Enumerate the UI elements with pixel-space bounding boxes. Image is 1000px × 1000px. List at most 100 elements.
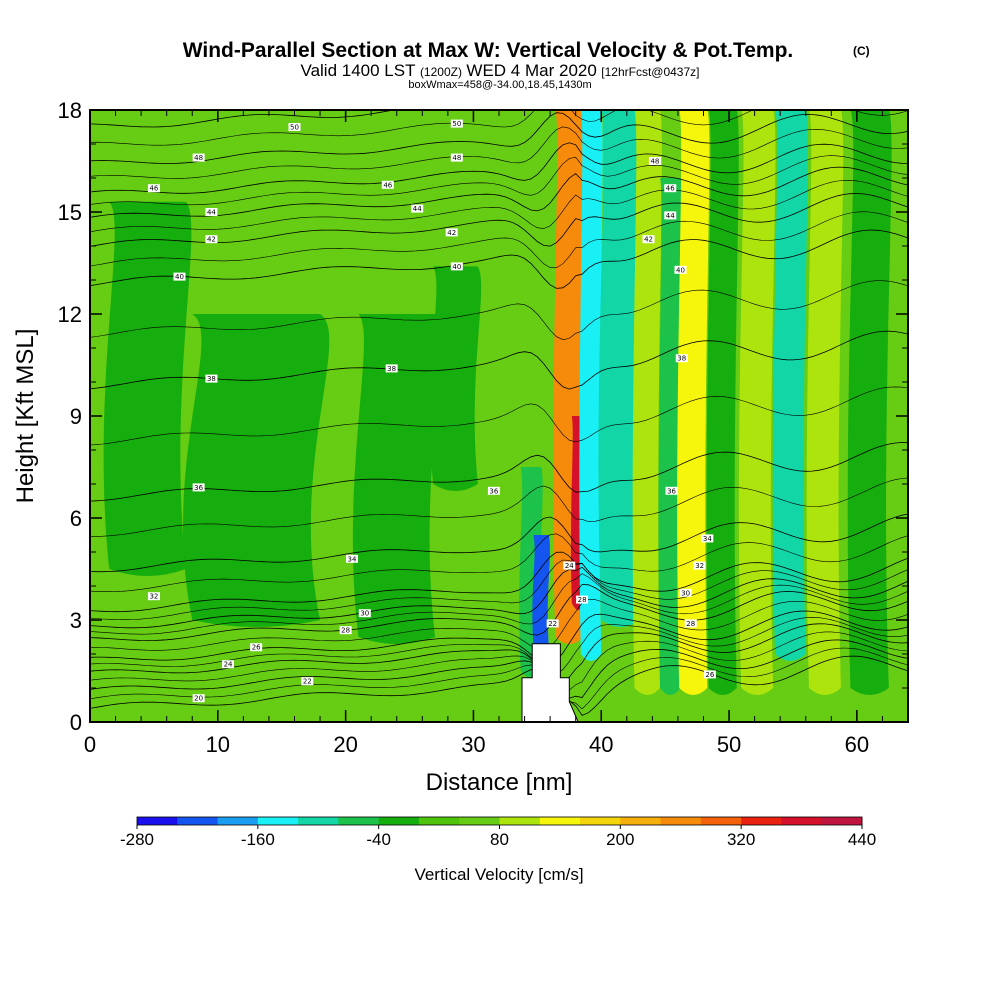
x-tick-label: 0 <box>84 732 96 757</box>
theta-label-extra-16-box <box>664 184 677 193</box>
theta-label-extra-19-box <box>693 561 706 570</box>
theta-label-extra-22: 26 <box>705 671 714 679</box>
theta-label-46: 46 <box>149 185 158 193</box>
theta-contour-minor-10 <box>90 211 908 269</box>
theta-label-extra-5-box <box>381 180 394 189</box>
theta-contour-28 <box>90 584 908 642</box>
x-tick-label: 50 <box>717 732 741 757</box>
theta-label-extra-10-box <box>546 619 559 628</box>
colorbar-segment--120 <box>298 817 339 825</box>
y-tick-label: 6 <box>70 506 82 531</box>
colorbar-segment--280 <box>137 817 178 825</box>
colorbar-segment-320 <box>741 817 782 825</box>
valid-date: WED 4 Mar 2020 <box>466 61 596 80</box>
colorbar-segment-360 <box>781 817 823 825</box>
theta-contour-minor-8 <box>90 386 908 446</box>
theta-label-extra-10: 22 <box>548 620 557 628</box>
theta-label-36-box <box>192 483 205 492</box>
theta-label-extra-14: 42 <box>644 236 653 244</box>
velocity-band-14 <box>738 110 776 695</box>
chart-title: Wind-Parallel Section at Max W: Vertical… <box>183 39 794 62</box>
theta-contour-36 <box>90 442 908 502</box>
theta-label-42: 42 <box>207 236 216 244</box>
theta-label-extra-18: 34 <box>703 535 712 543</box>
theta-label-extra-9-box <box>576 595 589 604</box>
colorbar-segment--200 <box>217 817 259 825</box>
theta-label-extra-15-box <box>664 211 677 220</box>
colorbar-tick-label: -40 <box>366 830 391 849</box>
x-tick-label: 40 <box>589 732 613 757</box>
theta-label-24-box <box>222 660 235 669</box>
theta-contour-22 <box>90 639 908 699</box>
theta-label-42-box <box>205 235 218 244</box>
theta-contour-minor-11 <box>90 179 908 233</box>
theta-label-extra-17-box <box>648 157 661 165</box>
colorbar-segment-200 <box>620 817 662 825</box>
theta-contour-26 <box>90 610 908 665</box>
y-tick-label: 12 <box>58 302 82 327</box>
colorbar-segment-400 <box>821 817 863 825</box>
theta-label-48-box <box>192 153 205 162</box>
theta-contour-50 <box>90 110 397 128</box>
theta-label-extra-3: 42 <box>447 229 456 237</box>
theta-contour-24 <box>90 623 908 684</box>
theta-label-extra-4-box <box>411 204 424 213</box>
theta-contour-minor-7 <box>90 477 908 537</box>
theta-contour-40 <box>90 229 908 289</box>
colorbar-tick-label: 200 <box>606 830 634 849</box>
theta-label-extra-21: 28 <box>686 620 695 628</box>
theta-label-40: 40 <box>175 273 184 281</box>
theta-contour-48 <box>90 112 908 164</box>
velocity-band-3 <box>429 266 482 491</box>
chart-title-units: (C) <box>853 44 870 58</box>
theta-label-50: 50 <box>290 124 299 132</box>
valid-utc: (1200Z) <box>420 65 462 79</box>
x-tick-label: 60 <box>845 732 869 757</box>
velocity-band-8 <box>579 110 603 661</box>
theta-label-20-box <box>192 694 205 703</box>
theta-label-26: 26 <box>252 644 261 652</box>
colorbar-label: Vertical Velocity [cm/s] <box>414 865 583 884</box>
theta-label-extra-8: 24 <box>565 562 574 570</box>
velocity-band-1 <box>183 314 330 627</box>
colorbar-tick-label: -280 <box>120 830 154 849</box>
theta-label-44: 44 <box>207 209 216 217</box>
theta-contour-minor-5 <box>90 559 908 620</box>
colorbar-segment-40 <box>459 817 500 825</box>
colorbar-segment-0 <box>418 817 460 825</box>
theta-contour-44 <box>90 166 908 218</box>
terrain <box>514 643 579 722</box>
velocity-band-12 <box>677 110 710 695</box>
y-tick-label: 15 <box>58 200 82 225</box>
theta-label-extra-7-box <box>450 119 463 128</box>
colorbar: -280 -160 -40 80 200 320 440 <box>120 816 876 849</box>
colorbar-segment--40 <box>378 817 420 825</box>
x-tick-label: 10 <box>206 732 230 757</box>
velocity-band-5 <box>532 535 550 655</box>
theta-label-extra-8-box <box>563 561 576 570</box>
velocity-band-17 <box>847 110 892 695</box>
velocity-bands <box>103 110 892 695</box>
theta-label-extra-0-box <box>487 486 500 495</box>
theta-contour-38 <box>90 330 908 390</box>
theta-label-extra-21-box <box>684 619 697 628</box>
theta-label-extra-9: 28 <box>578 596 587 604</box>
theta-label-extra-12-box <box>675 354 688 363</box>
y-axis-label: Height [Kft MSL] <box>12 329 39 504</box>
theta-contour-46 <box>90 142 908 194</box>
x-tick-label: 30 <box>461 732 485 757</box>
theta-contour-minor-9 <box>90 280 908 341</box>
theta-label-46-box <box>147 184 160 193</box>
theta-label-48: 48 <box>194 154 203 162</box>
theta-label-extra-11: 36 <box>667 487 676 495</box>
theta-label-extra-13: 40 <box>676 266 685 274</box>
colorbar-segment--80 <box>338 817 380 825</box>
theta-label-40-box <box>173 272 186 281</box>
theta-label-extra-11-box <box>665 486 678 495</box>
theta-label-22-box <box>301 677 314 686</box>
theta-label-extra-2-box <box>450 262 463 271</box>
theta-label-30: 30 <box>360 610 369 618</box>
theta-label-34-box <box>346 554 359 563</box>
theta-label-extra-6: 48 <box>452 154 461 162</box>
